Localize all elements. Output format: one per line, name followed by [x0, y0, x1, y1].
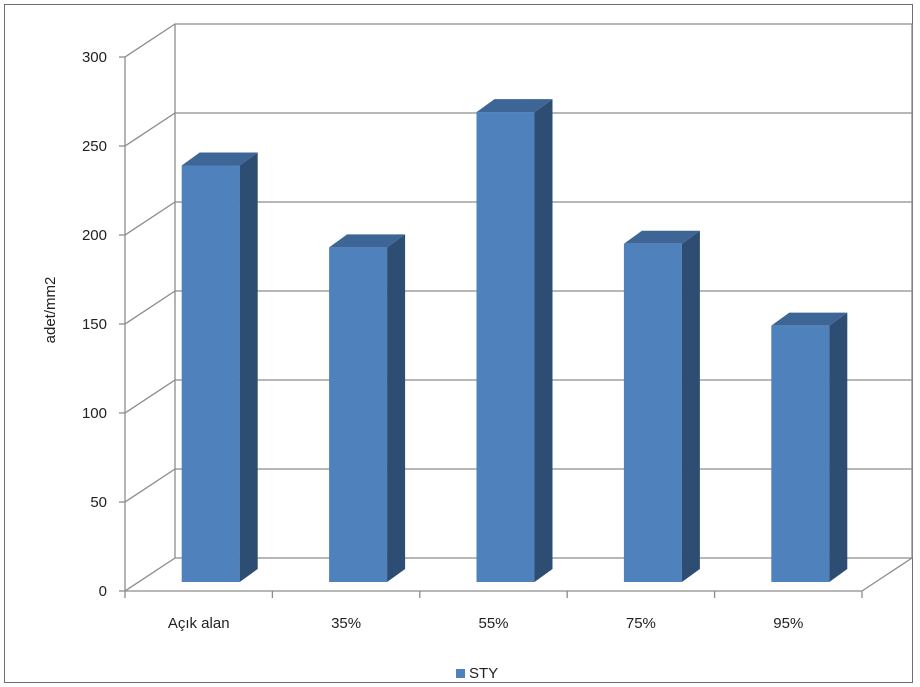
x-axis-ticks: Açık alan 35% 55% 75% 95% — [124, 591, 863, 632]
bar — [329, 234, 406, 583]
y-tick-label: 150 — [82, 316, 107, 333]
bar-front — [181, 165, 240, 583]
x-tick-label: 55% — [478, 615, 508, 632]
legend-swatch — [456, 669, 465, 678]
legend-label: STY — [469, 665, 498, 682]
y-tick-label: 0 — [99, 583, 107, 600]
bar-side — [534, 99, 553, 582]
bar-side — [239, 152, 258, 583]
y-axis-title: adet/mm2 — [42, 277, 59, 344]
legend: STY — [456, 665, 498, 682]
bar-front — [476, 112, 535, 582]
bar-side — [681, 230, 700, 583]
bar-top — [771, 312, 848, 326]
bars — [181, 99, 848, 583]
gridline — [124, 201, 912, 236]
gridline — [124, 112, 912, 147]
gridlines — [124, 23, 912, 592]
chart-frame: 0 50 100 150 200 250 300 Açık alan 35% 55% 75% 95%… — [4, 4, 913, 683]
y-tick-label: 250 — [82, 138, 107, 155]
y-axis-ticks: 0 50 100 150 200 250 300 — [82, 49, 125, 600]
bar-top — [329, 234, 406, 248]
bar — [181, 152, 258, 583]
bar-top — [476, 99, 553, 113]
bar-front — [771, 325, 830, 582]
bar — [771, 312, 848, 582]
bar-top — [623, 230, 700, 244]
x-tick-label: 95% — [773, 615, 803, 632]
y-tick-label: 200 — [82, 227, 107, 244]
bar-side — [829, 312, 848, 582]
x-tick-label: Açık alan — [168, 615, 230, 632]
bar-front — [623, 243, 682, 583]
bar — [476, 99, 553, 582]
bar-top — [181, 152, 258, 166]
y-tick-label: 300 — [82, 49, 107, 66]
bar-chart: 0 50 100 150 200 250 300 Açık alan 35% 55% 75% 95%… — [42, 23, 913, 682]
y-tick-label: 50 — [90, 494, 107, 511]
y-tick-label: 100 — [82, 405, 107, 422]
bar-side — [387, 234, 406, 583]
gridline — [124, 23, 912, 58]
bar — [623, 230, 700, 583]
bar-front — [329, 247, 388, 583]
x-tick-label: 75% — [626, 615, 656, 632]
x-tick-label: 35% — [331, 615, 361, 632]
